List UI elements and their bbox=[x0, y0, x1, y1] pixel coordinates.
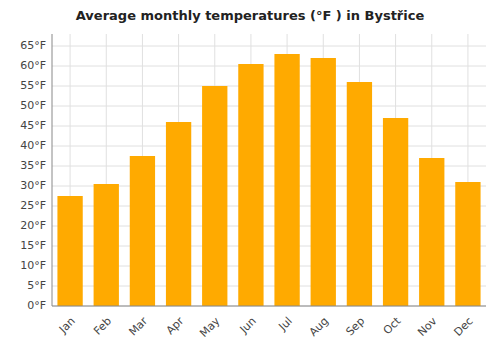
grid-line-y bbox=[52, 86, 486, 87]
y-tick-label: 60°F bbox=[20, 59, 46, 72]
y-tick-label: 20°F bbox=[20, 219, 46, 232]
x-tick-label: Oct bbox=[381, 314, 404, 337]
bar bbox=[274, 54, 299, 306]
x-tick-label: Mar bbox=[126, 314, 150, 338]
y-axis-line bbox=[52, 34, 53, 306]
x-tick-label: May bbox=[197, 314, 223, 340]
y-tick-label: 0°F bbox=[27, 299, 46, 312]
axes: 0°F 5°F 10°F 15°F 20°F 25°F 30°F 35°F 40°F 45°F 50… bbox=[20, 39, 476, 340]
grid-line-y bbox=[52, 126, 486, 127]
bar bbox=[130, 156, 155, 306]
grid-line-y bbox=[52, 306, 486, 307]
x-tick-label: Apr bbox=[164, 314, 187, 337]
grid-line-y bbox=[52, 146, 486, 147]
x-tick-label: Aug bbox=[307, 315, 331, 339]
y-tick-label: 55°F bbox=[20, 79, 46, 92]
bar bbox=[455, 182, 480, 306]
x-axis-line bbox=[52, 306, 486, 307]
grid bbox=[52, 34, 486, 306]
y-tick-label: 30°F bbox=[20, 179, 46, 192]
bar bbox=[383, 118, 408, 306]
x-tick-label: Jan bbox=[56, 315, 78, 337]
bar bbox=[347, 82, 372, 306]
bar bbox=[202, 86, 227, 306]
x-tick-label: Nov bbox=[415, 314, 440, 339]
chart: 0°F 5°F 10°F 15°F 20°F 25°F 30°F 35°F 40°F 45°F 50… bbox=[0, 0, 500, 350]
chart-container: 0°F 5°F 10°F 15°F 20°F 25°F 30°F 35°F 40°F 45°F 50… bbox=[0, 0, 500, 350]
bar bbox=[94, 184, 119, 306]
y-tick-label: 35°F bbox=[20, 159, 46, 172]
grid-line-y bbox=[52, 46, 486, 47]
grid-line-y bbox=[52, 106, 486, 107]
grid-line-y bbox=[52, 66, 486, 67]
bar bbox=[57, 196, 82, 306]
title: Average monthly temperatures (°F ) in By… bbox=[76, 8, 425, 23]
bar bbox=[311, 58, 336, 306]
y-tick-label: 65°F bbox=[20, 39, 46, 52]
bar bbox=[166, 122, 191, 306]
x-tick-label: Jul bbox=[276, 315, 295, 334]
bars bbox=[57, 54, 480, 306]
x-tick-label: Jun bbox=[237, 315, 259, 337]
bar bbox=[238, 64, 263, 306]
x-tick-label: Sep bbox=[343, 315, 367, 339]
bar bbox=[419, 158, 444, 306]
x-tick-label: Dec bbox=[451, 315, 475, 339]
y-tick-label: 5°F bbox=[27, 279, 46, 292]
y-tick-label: 45°F bbox=[20, 119, 46, 132]
y-tick-label: 50°F bbox=[20, 99, 46, 112]
y-tick-label: 25°F bbox=[20, 199, 46, 212]
x-tick-label: Feb bbox=[91, 315, 114, 338]
y-tick-label: 40°F bbox=[20, 139, 46, 152]
y-tick-label: 15°F bbox=[20, 239, 46, 252]
y-tick-label: 10°F bbox=[20, 259, 46, 272]
